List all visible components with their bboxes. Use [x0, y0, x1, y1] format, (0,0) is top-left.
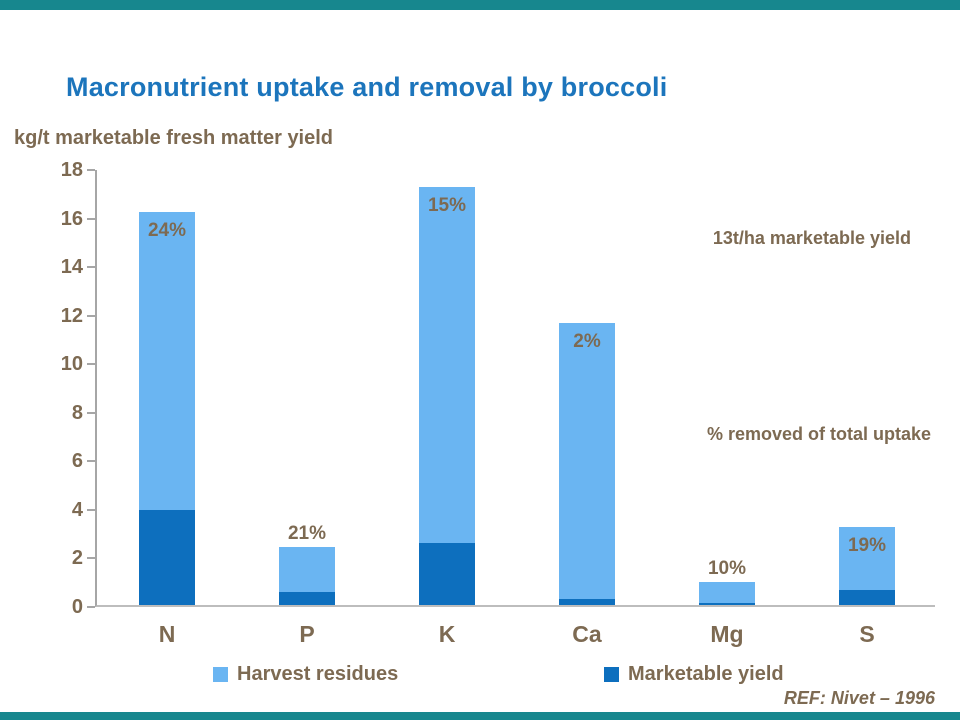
y-tick-label-18: 18	[60, 159, 83, 181]
y-tick-label-4: 4	[71, 498, 83, 521]
bar-marketable-yield-Mg	[699, 602, 755, 605]
reference-text: REF: Nivet – 1996	[783, 688, 935, 708]
y-tick-label-16: 16	[60, 207, 83, 230]
y-tick-mark	[87, 217, 95, 220]
bottom-accent-bar	[0, 712, 960, 720]
bar-harvest-residues-S	[839, 527, 895, 591]
x-axis-label-Ca: Ca	[572, 621, 602, 647]
y-axis-unit-label: kg/t marketable fresh matter yield	[14, 127, 334, 149]
annotation-marketable-yield: 13t/ha marketable yield	[712, 228, 911, 248]
legend-item-harvest-residues: Harvest residues	[213, 660, 398, 688]
y-tick-mark	[87, 411, 95, 414]
bar-harvest-residues-P	[279, 546, 335, 592]
y-tick-mark	[87, 363, 95, 366]
bar-marketable-yield-P	[279, 591, 335, 605]
legend-swatch-marketable-yield	[604, 666, 619, 682]
x-axis-label-K: K	[438, 621, 456, 647]
percent-label-S: 19%	[847, 535, 887, 557]
bar-marketable-yield-N	[139, 510, 195, 605]
bar-marketable-yield-K	[419, 543, 475, 605]
y-tick-mark	[87, 169, 95, 171]
bar-marketable-yield-S	[839, 590, 895, 605]
chart-title: Macronutrient uptake and removal by broc…	[66, 72, 668, 102]
y-tick-mark	[87, 266, 95, 269]
plot-area: 13t/ha marketable yield % removed of tot…	[61, 160, 935, 647]
percent-label-Ca: 2%	[573, 331, 601, 353]
bar-marketable-yield-Ca	[559, 598, 615, 605]
y-tick-mark	[87, 557, 95, 560]
bar-harvest-residues-N	[139, 211, 195, 511]
legend-label-marketable-yield: Marketable yield	[628, 662, 784, 685]
y-tick-label-14: 14	[60, 256, 83, 279]
y-tick-mark	[87, 460, 95, 463]
top-accent-bar	[0, 0, 960, 10]
percent-label-Mg: 10%	[707, 557, 747, 579]
legend-swatch-harvest-residues	[213, 666, 228, 682]
percent-label-N: 24%	[147, 219, 187, 241]
y-tick-label-6: 6	[71, 450, 83, 473]
percent-label-P: 21%	[287, 522, 327, 544]
y-tick-label-12: 12	[60, 304, 83, 327]
y-tick-mark	[87, 508, 95, 511]
y-tick-label-10: 10	[60, 353, 83, 376]
x-axis-label-Mg: Mg	[710, 621, 744, 647]
y-tick-label-2: 2	[71, 547, 83, 570]
legend-label-harvest-residues: Harvest residues	[237, 662, 399, 685]
y-tick-label-8: 8	[71, 401, 83, 424]
x-axis-label-P: P	[299, 621, 315, 647]
x-axis-label-N: N	[158, 621, 176, 647]
bar-harvest-residues-K	[419, 187, 475, 544]
y-tick-mark	[87, 606, 95, 608]
y-tick-label-0: 0	[71, 596, 83, 618]
annotation-percent-removed: % removed of total uptake	[706, 424, 931, 444]
x-axis-label-S: S	[859, 621, 875, 647]
y-tick-mark	[87, 314, 95, 317]
percent-label-K: 15%	[427, 195, 467, 217]
legend-item-marketable-yield: Marketable yield	[604, 660, 784, 688]
legend: Harvest residues Marketable yield	[0, 660, 960, 688]
bar-harvest-residues-Mg	[699, 581, 755, 603]
bar-harvest-residues-Ca	[559, 323, 615, 599]
